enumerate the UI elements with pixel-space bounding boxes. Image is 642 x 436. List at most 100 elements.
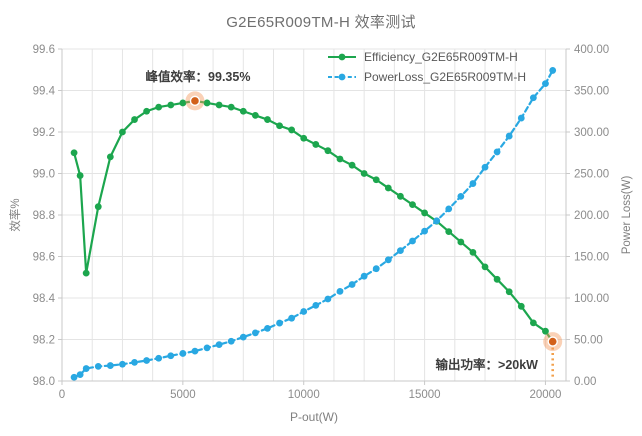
left-axis-tick-label: 98.0 — [33, 376, 55, 388]
series-marker-0 — [384, 184, 392, 192]
annotation-dot — [191, 97, 199, 105]
right-axis-tick-label: 200.00 — [574, 210, 609, 222]
series-marker-0 — [397, 192, 404, 200]
series-marker-1 — [239, 333, 247, 341]
series-marker-1 — [131, 359, 138, 366]
series-marker-1 — [505, 132, 513, 140]
series-marker-1 — [167, 352, 175, 360]
left-axis-tick-label: 99.6 — [33, 44, 55, 56]
series-marker-0 — [469, 248, 477, 256]
series-marker-1 — [191, 347, 199, 355]
series-marker-0 — [312, 141, 320, 148]
series-marker-0 — [143, 107, 151, 115]
x-axis-title: P-out(W) — [290, 410, 338, 424]
left-axis-tick-label: 98.8 — [33, 210, 55, 222]
x-axis-tick-label: 15000 — [409, 389, 441, 401]
series-marker-0 — [82, 269, 90, 277]
series-marker-0 — [360, 170, 368, 177]
series-marker-1 — [493, 148, 501, 156]
series-marker-1 — [94, 362, 102, 370]
series-marker-1 — [409, 237, 416, 245]
series-marker-0 — [155, 103, 163, 111]
left-axis-tick-label: 99.2 — [33, 127, 55, 139]
right-axis-tick-label: 100.00 — [574, 293, 609, 305]
legend: Efficiency_G2E65R009TM-H PowerLoss_G2E65… — [327, 47, 526, 87]
left-axis-tick-label: 98.2 — [33, 335, 55, 347]
series-marker-1 — [348, 281, 356, 288]
series-marker-0 — [481, 263, 489, 271]
right-axis-tick-label: 0.00 — [574, 376, 596, 388]
series-marker-1 — [70, 373, 78, 381]
series-marker-1 — [300, 308, 308, 315]
x-axis-tick-label: 20000 — [529, 389, 561, 401]
series-marker-1 — [143, 357, 151, 364]
series-marker-0 — [179, 99, 187, 107]
series-marker-1 — [106, 362, 114, 369]
series-marker-0 — [131, 116, 138, 123]
series-marker-0 — [421, 209, 428, 217]
efficiency-line-marker-icon — [328, 53, 356, 61]
series-marker-1 — [312, 301, 320, 309]
series-marker-1 — [469, 180, 477, 187]
series-marker-1 — [179, 350, 187, 357]
series-marker-1 — [227, 337, 235, 345]
series-marker-1 — [251, 329, 259, 337]
series-marker-0 — [336, 155, 344, 163]
series-marker-0 — [239, 107, 247, 115]
legend-item-efficiency: Efficiency_G2E65R009TM-H — [327, 47, 526, 67]
right-axis-tick-label: 400.00 — [574, 44, 609, 56]
series-marker-1 — [433, 217, 441, 225]
series-marker-0 — [288, 126, 296, 134]
series-marker-0 — [94, 203, 102, 211]
right-axis-tick-label: 50.00 — [574, 335, 603, 347]
series-marker-0 — [457, 238, 465, 246]
series-marker-0 — [493, 275, 501, 283]
left-axis-tick-label: 99.0 — [33, 169, 55, 181]
series-marker-1 — [517, 114, 525, 122]
right-axis-tick-label: 300.00 — [574, 127, 609, 139]
series-marker-1 — [372, 265, 380, 273]
series-marker-0 — [167, 101, 175, 109]
series-marker-1 — [119, 360, 126, 368]
series-marker-1 — [288, 314, 296, 322]
left-axis-tick-label: 99.4 — [33, 86, 56, 98]
series-marker-1 — [276, 319, 283, 327]
series-marker-0 — [227, 103, 235, 111]
series-marker-1 — [360, 272, 368, 280]
series-marker-1 — [421, 227, 428, 235]
series-marker-0 — [203, 99, 211, 107]
series-marker-0 — [76, 172, 84, 179]
series-marker-0 — [409, 201, 416, 209]
series-marker-1 — [397, 247, 404, 255]
x-axis-tick-label: 10000 — [288, 389, 320, 401]
series-marker-0 — [70, 149, 78, 157]
series-marker-1 — [215, 341, 223, 349]
series-marker-0 — [348, 161, 356, 169]
series-marker-0 — [300, 134, 308, 142]
series-line-1 — [72, 69, 554, 379]
series-marker-0 — [372, 176, 380, 184]
legend-item-powerloss: PowerLoss_G2E65R009TM-H — [327, 67, 526, 87]
right-axis-tick-label: 150.00 — [574, 252, 609, 264]
series-marker-0 — [529, 319, 537, 327]
series-marker-0 — [251, 112, 259, 119]
series-marker-0 — [215, 101, 223, 109]
series-marker-1 — [481, 163, 489, 171]
series-marker-0 — [264, 116, 271, 123]
series-marker-1 — [529, 94, 537, 102]
series-marker-1 — [76, 371, 84, 379]
series-marker-1 — [549, 67, 557, 74]
series-marker-1 — [457, 193, 465, 200]
series-marker-1 — [445, 205, 453, 213]
left-axis-title: 效率% — [10, 198, 22, 232]
series-marker-1 — [336, 287, 344, 295]
series-marker-0 — [119, 128, 126, 136]
output-power-annotation: 输出功率：>20kW — [435, 358, 538, 372]
series-marker-1 — [542, 80, 549, 88]
series-marker-1 — [264, 324, 271, 332]
powerloss-dashed-line-marker-icon — [328, 73, 356, 81]
x-axis-tick-label: 5000 — [170, 389, 196, 401]
annotation-dot — [548, 337, 557, 346]
legend-label-efficiency: Efficiency_G2E65R009TM-H — [364, 50, 518, 64]
